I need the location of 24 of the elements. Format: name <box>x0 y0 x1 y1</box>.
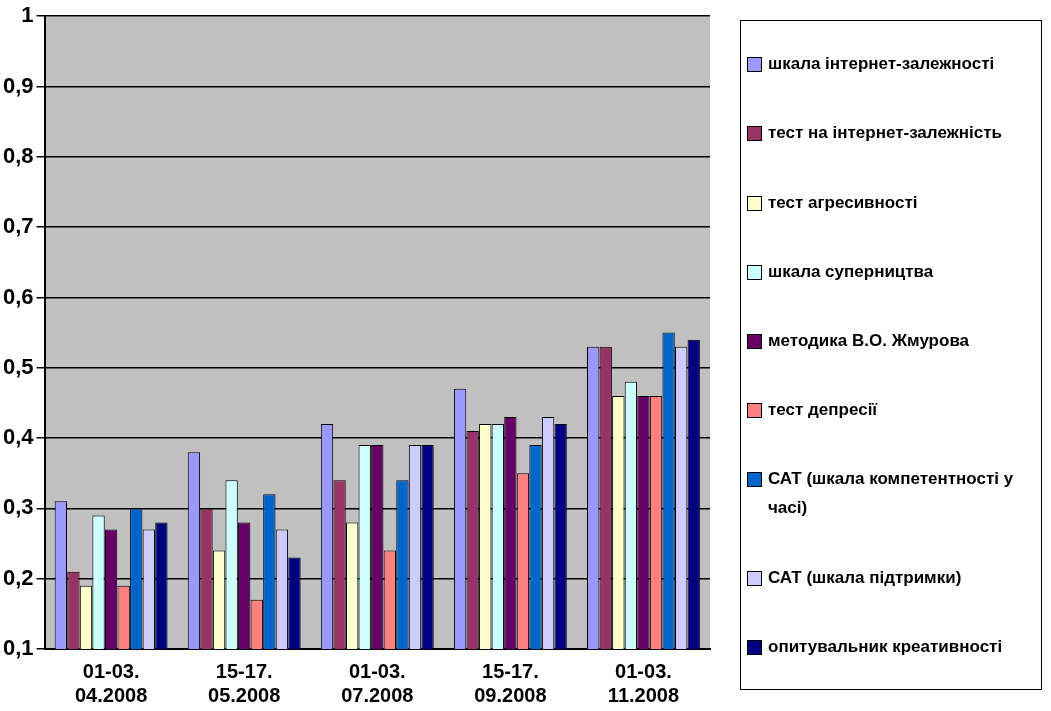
y-tick-label: 0,5 <box>2 353 34 379</box>
y-tick-label: 0,4 <box>2 424 35 450</box>
legend-label: методика В.О. Жмурова <box>768 330 970 352</box>
legend-label: САТ (шкала підтримки) <box>768 566 962 589</box>
y-tick-label: 0,8 <box>2 142 34 168</box>
legend-label: шкала суперництва <box>768 260 934 283</box>
legend-label: опитувальник креативності <box>768 635 1003 658</box>
legend-label: тест депресії <box>768 399 878 422</box>
legend-label: тест на інтернет-залежність <box>768 122 1002 145</box>
x-tick-label: 15-17. 09.2008 <box>474 659 547 706</box>
y-tick-label: 0,3 <box>2 494 34 520</box>
y-tick-label: 1 <box>21 2 34 28</box>
x-tick-label: 01-03. 07.2008 <box>341 659 414 706</box>
y-tick-label: 0,2 <box>2 564 34 590</box>
legend-label: шкала інтернет-залежності <box>768 53 995 76</box>
x-tick-label: 01-03. 04.2008 <box>74 659 148 706</box>
y-tick-label: 0,7 <box>2 213 34 239</box>
y-tick-label: 0,9 <box>2 72 34 98</box>
legend-label: тест агресивності <box>768 191 918 214</box>
x-tick-label: 15-17. 05.2008 <box>208 659 281 706</box>
legend-label: САТ (шкала компетентності у часі) <box>768 468 1015 520</box>
y-tick-label: 0,1 <box>2 635 34 661</box>
x-tick-label: 01-03. 11.2008 <box>607 659 680 706</box>
y-tick-label: 0,6 <box>2 283 34 309</box>
